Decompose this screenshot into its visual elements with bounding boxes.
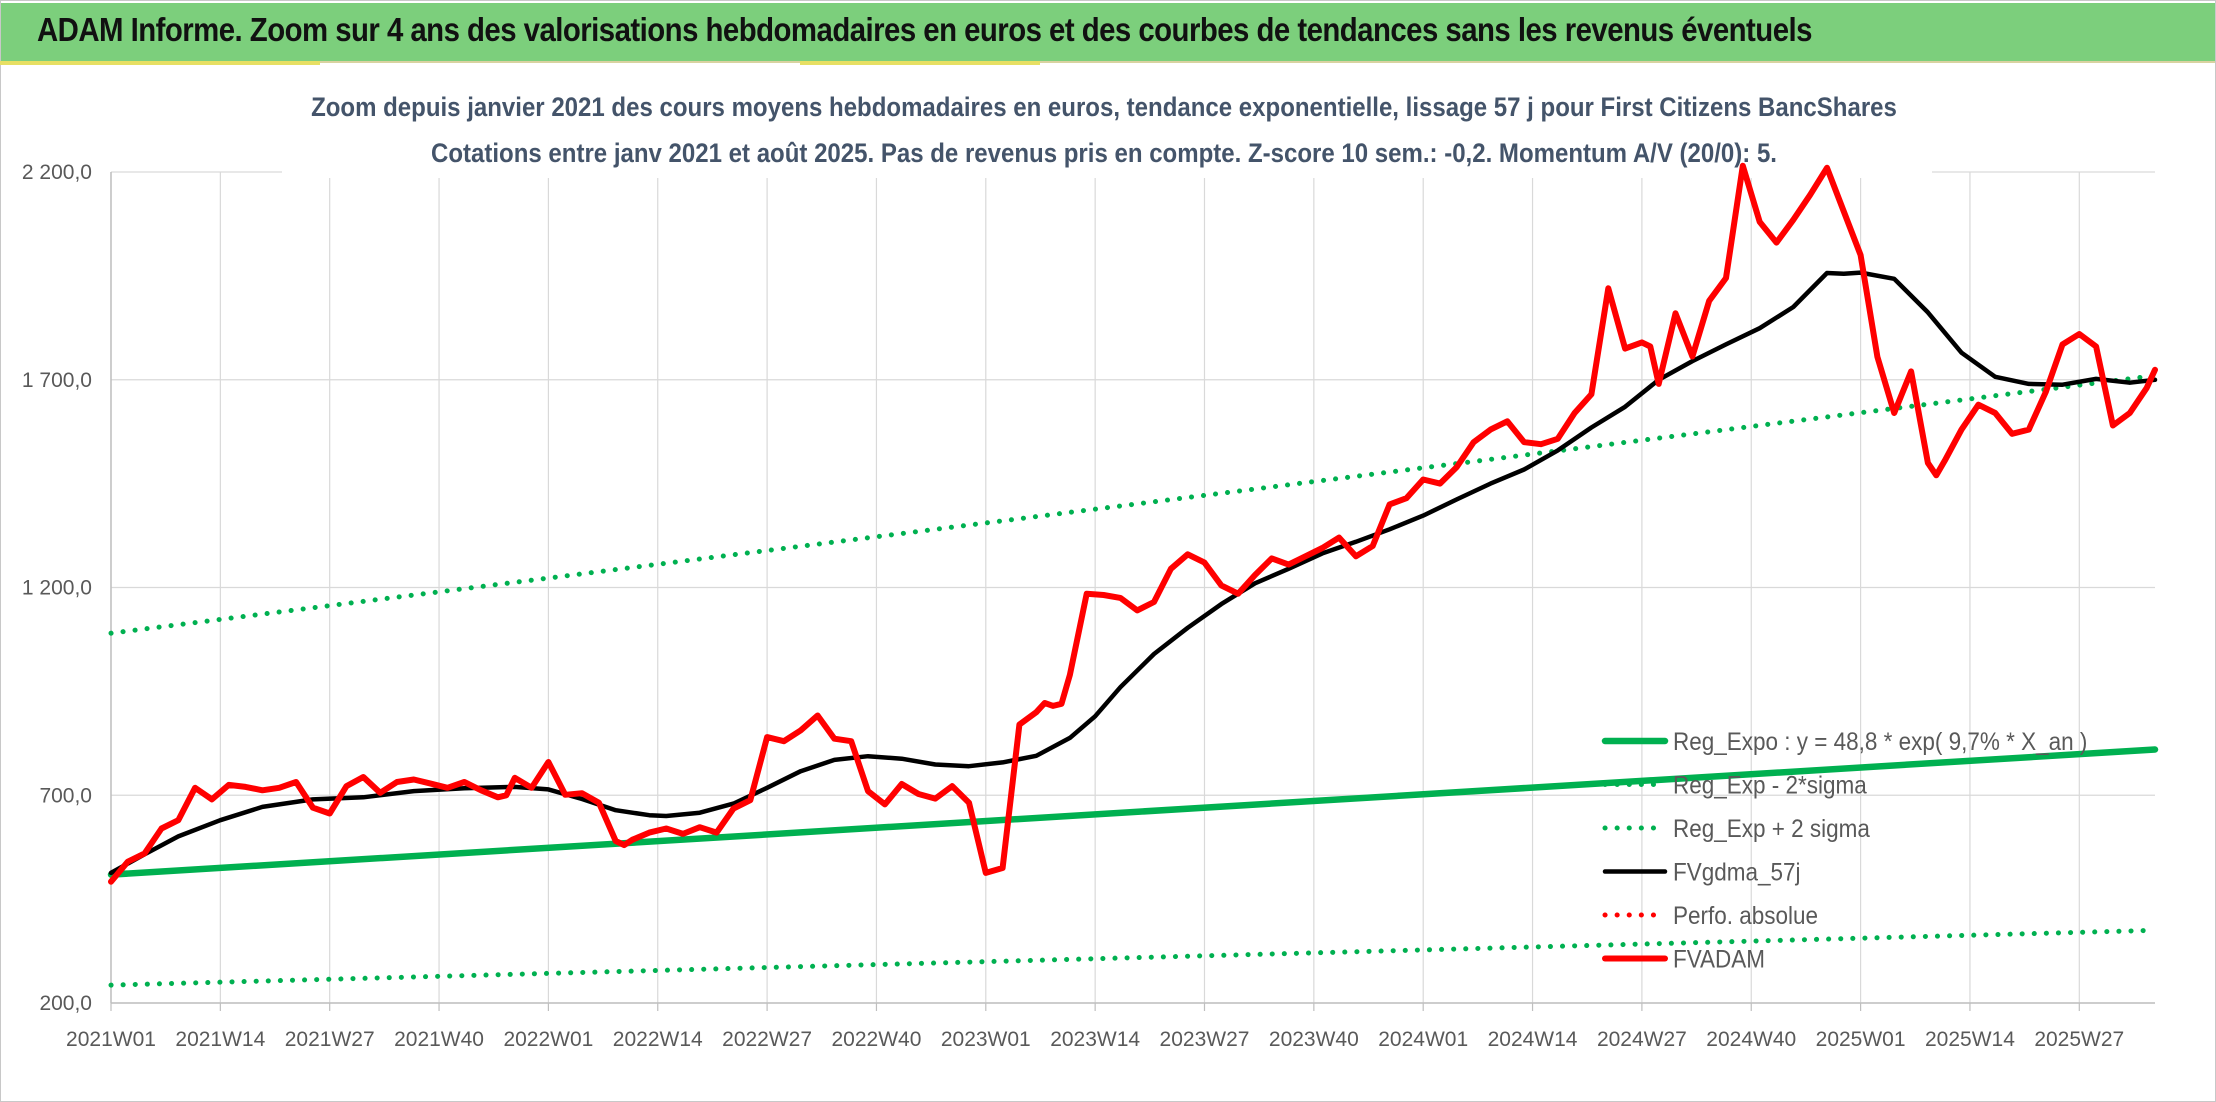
x-tick-label: 2022W40 <box>831 1028 921 1051</box>
x-tick-label: 2025W27 <box>2034 1028 2124 1051</box>
x-tick-label: 2022W27 <box>722 1028 812 1051</box>
x-tick-label: 2023W14 <box>1050 1028 1140 1051</box>
x-tick-label: 2024W14 <box>1488 1028 1578 1051</box>
x-tick-label: 2021W01 <box>66 1028 156 1051</box>
header-bar: ADAM Informe. Zoom sur 4 ans des valoris… <box>1 3 2215 63</box>
legend-label-reg-exp-2-sigma: Reg_Exp - 2*sigma <box>1673 771 1867 799</box>
header-accent-left <box>0 61 320 65</box>
x-tick-label: 2023W27 <box>1160 1028 1250 1051</box>
header-accent-mid <box>800 61 1040 65</box>
series-line-fvadam <box>108 162 2158 885</box>
series-line-reg-exp-2-sigma <box>108 927 2158 988</box>
y-tick-label: 1 700,0 <box>22 369 92 392</box>
x-tick-label: 2022W01 <box>503 1028 593 1051</box>
x-tick-label: 2023W01 <box>941 1028 1031 1051</box>
x-tick-label: 2021W27 <box>285 1028 375 1051</box>
legend-label-reg-exp-2-sigma: Reg_Exp + 2 sigma <box>1673 815 1871 843</box>
x-tick-label: 2023W40 <box>1269 1028 1359 1051</box>
y-tick-label: 1 200,0 <box>22 577 92 600</box>
x-tick-label: 2021W14 <box>175 1028 265 1051</box>
chart-title: Zoom depuis janvier 2021 des cours moyen… <box>311 93 1897 123</box>
series-line-reg-exp-2-sigma <box>108 373 2158 636</box>
legend-label-fvgdma-57j: FVgdma_57j <box>1673 858 1800 886</box>
y-tick-label: 200,0 <box>39 992 92 1015</box>
legend-label-perfo-absolue: Perfo. absolue <box>1673 902 1818 930</box>
x-tick-label: 2024W01 <box>1378 1028 1468 1051</box>
x-tick-label: 2024W27 <box>1597 1028 1687 1051</box>
series <box>107 162 2159 988</box>
x-tick-label: 2022W14 <box>613 1028 703 1051</box>
y-tick-label: 2 200,0 <box>22 161 92 184</box>
x-tick-label: 2025W01 <box>1816 1028 1906 1051</box>
legend: Reg_Expo : y = 48,8 * exp( 9,7% * X_an )… <box>1601 728 2087 974</box>
page-title: ADAM Informe. Zoom sur 4 ans des valoris… <box>37 11 1812 48</box>
grid <box>110 171 2155 1004</box>
series-line-reg-expo-y-48-8-exp-9-7-x-an <box>107 746 2159 878</box>
legend-label-fvadam: FVADAM <box>1673 945 1765 973</box>
chart-subtitle: Cotations entre janv 2021 et août 2025. … <box>431 139 1777 169</box>
legend-label-reg-expo-y-48-8-exp-9-7-x-an: Reg_Expo : y = 48,8 * exp( 9,7% * X_an ) <box>1673 728 2087 756</box>
x-tick-label: 2024W40 <box>1706 1028 1796 1051</box>
series-line-fvgdma-57j <box>108 270 2158 876</box>
chart-titles: Zoom depuis janvier 2021 des cours moyen… <box>282 90 1932 178</box>
x-tick-label: 2021W40 <box>394 1028 484 1051</box>
x-tick-label: 2025W14 <box>1925 1028 2015 1051</box>
title-background <box>282 90 1932 178</box>
y-tick-label: 700,0 <box>39 784 92 807</box>
axes: 200,0 700,0 1 200,0 1 700,0 2 200,0 2021W01 20… <box>22 161 2155 1051</box>
